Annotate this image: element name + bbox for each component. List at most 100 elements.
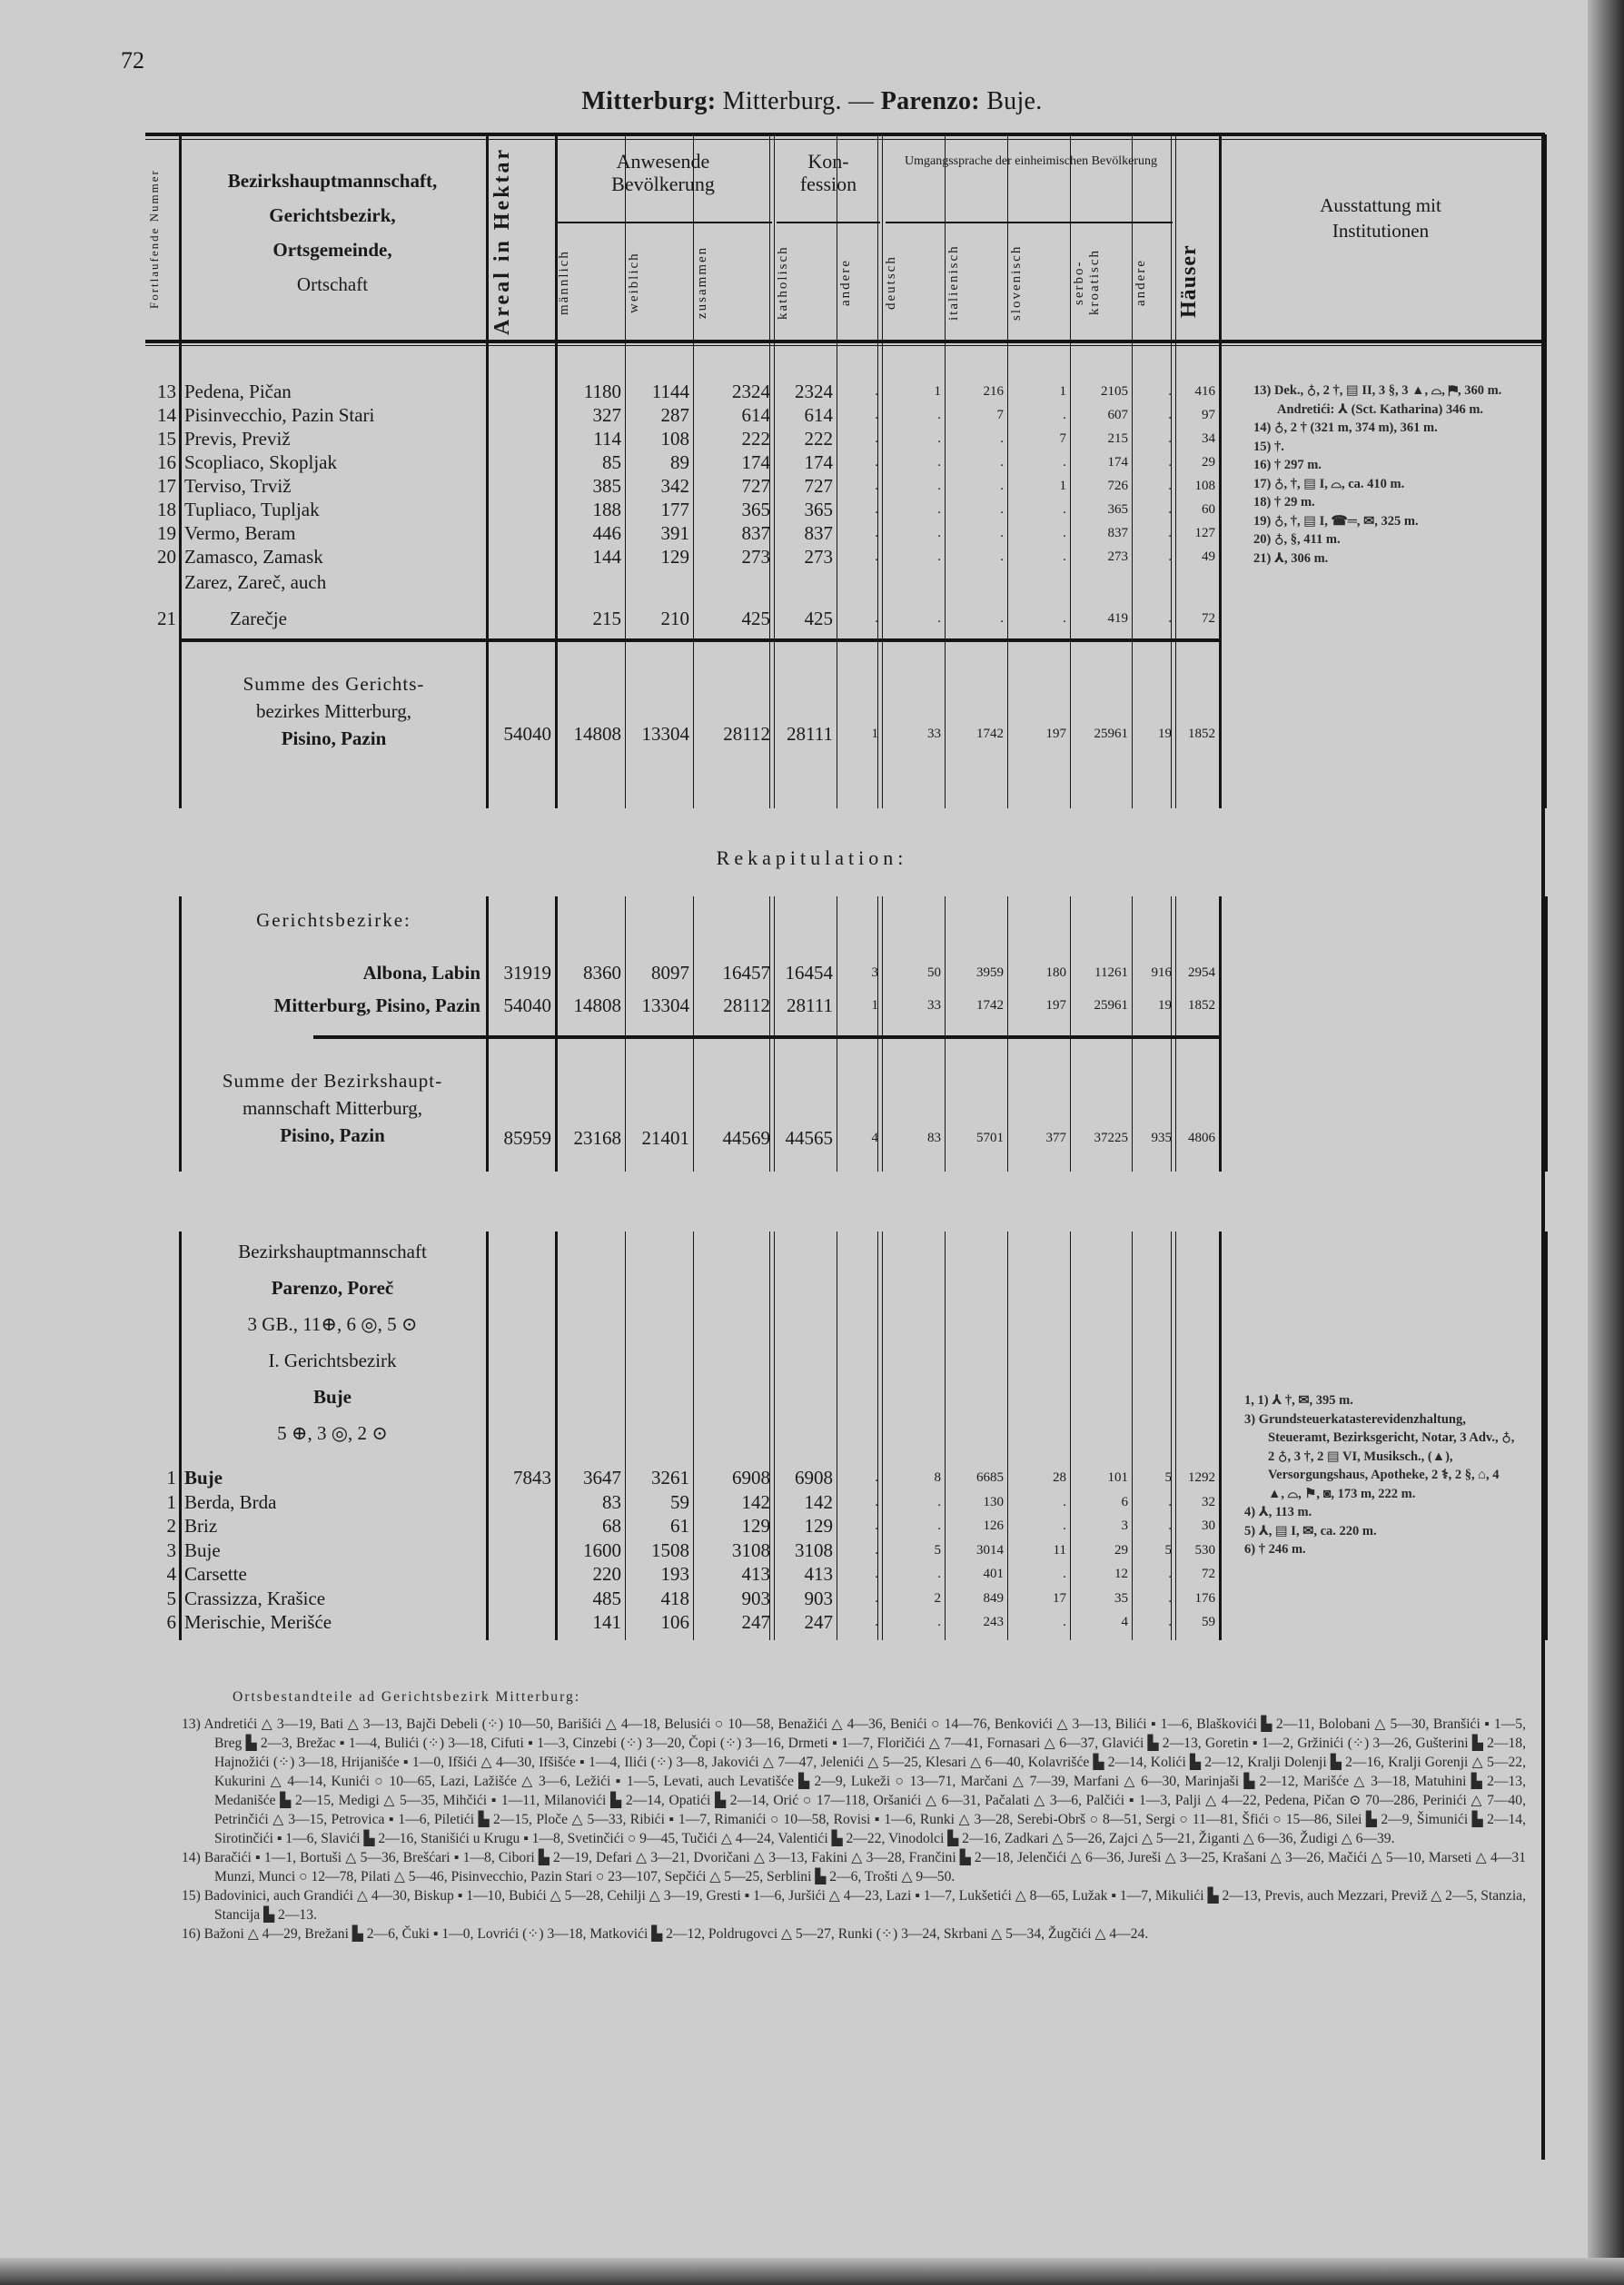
value-cell: .	[1063, 1615, 1066, 1629]
subheader-rule	[558, 222, 772, 223]
place-name: Scopliaco, Skopljak	[184, 451, 337, 473]
value-cell: .	[937, 549, 941, 564]
value-cell: 222	[804, 428, 834, 450]
value-cell: 247	[804, 1611, 834, 1633]
value-cell: 2324	[795, 381, 833, 402]
column-line	[555, 1232, 558, 1640]
header-bottom-rule	[145, 340, 1544, 343]
note-item: 21) ⅄, 306 m.	[1253, 550, 1329, 566]
value-cell: .	[1168, 611, 1172, 626]
row-number: 17	[157, 475, 176, 497]
value-cell: 4	[871, 1131, 879, 1145]
value-cell: 2954	[1188, 965, 1215, 980]
sum-label-line: Summe des Gerichts-	[243, 673, 425, 695]
table-row: 21 Zarez, Zareč, auch Zarečje 215 210 425 425.…	[0, 571, 1624, 630]
value-cell: 413	[804, 1563, 834, 1585]
place-name: Albona, Labin	[362, 962, 480, 984]
value-cell: .	[937, 479, 941, 493]
column-line	[774, 896, 775, 1172]
value-cell: 174	[741, 451, 771, 473]
value-cell: .	[1168, 1615, 1172, 1629]
value-cell: 273	[804, 546, 834, 568]
value-cell: 220	[592, 1563, 622, 1585]
value-cell: 59	[670, 1490, 689, 1513]
column-line	[877, 896, 878, 1172]
value-cell: 142	[804, 1490, 834, 1513]
value-cell: 89	[670, 451, 689, 473]
note-item: 15) †.	[1253, 439, 1284, 454]
place-name: Pisinvecchio, Pazin Stari	[184, 404, 375, 426]
sum-label-line: Pisino, Pazin	[280, 1124, 385, 1146]
value-cell: 28112	[723, 723, 770, 745]
value-cell: .	[1063, 1567, 1066, 1581]
value-cell: 129	[741, 1515, 771, 1537]
value-cell: 1	[871, 998, 879, 1013]
value-cell: 2105	[1101, 384, 1128, 399]
value-cell: 28111	[787, 994, 833, 1016]
recap-sum-rule	[313, 1035, 1219, 1039]
table-row: 14 Pisinvecchio, Pazin Stari 327 287 614 614.…	[0, 403, 1624, 427]
value-cell: 54040	[503, 994, 552, 1016]
value-cell: 413	[741, 1563, 771, 1585]
place-name: Previs, Previž	[184, 428, 291, 450]
header-umgangssprache: Umgangssprache der einheimischen Bevölke…	[905, 154, 1157, 168]
value-cell: 17	[1053, 1590, 1066, 1606]
column-line	[882, 1232, 883, 1640]
value-cell: 216	[983, 384, 1005, 399]
column-line	[486, 896, 489, 1172]
value-cell: .	[1063, 526, 1066, 540]
value-cell: .	[1063, 549, 1066, 564]
value-cell: 446	[592, 522, 622, 544]
column-line	[774, 134, 775, 808]
value-cell: .	[1000, 549, 1004, 564]
subheader-katholisch: katholisch	[776, 245, 790, 320]
value-cell: 29	[1202, 455, 1215, 470]
subheader-andere: andere	[838, 259, 853, 306]
column-line	[693, 134, 694, 808]
column-line	[625, 134, 626, 808]
value-cell: 54040	[503, 723, 552, 745]
value-cell: .	[875, 502, 878, 517]
note-item: 5) ⅄, ▤ I, ✉, ca. 220 m.	[1244, 1523, 1377, 1538]
column-line	[882, 134, 883, 808]
subheader-deutsch: deutsch	[884, 255, 898, 310]
column-line	[877, 1232, 878, 1640]
value-cell: 837	[741, 522, 771, 544]
value-cell: .	[1168, 408, 1172, 422]
value-cell: 2324	[732, 381, 770, 402]
value-cell: 19	[1158, 727, 1172, 741]
column-line	[945, 1232, 946, 1640]
value-cell: 903	[804, 1587, 834, 1609]
value-cell: 23168	[573, 1127, 622, 1149]
value-cell: 13304	[641, 994, 690, 1016]
column-line	[1132, 896, 1133, 1172]
subheader-slovenisch: slovenisch	[1009, 244, 1024, 321]
value-cell: 68	[602, 1515, 621, 1537]
table-row: 15 Previs, Previž 114 108 222 222... 7 215. 34	[0, 427, 1624, 450]
value-cell: 28	[1053, 1470, 1066, 1485]
value-cell: 385	[592, 475, 622, 497]
heading-line: I. Gerichtsbezirk	[268, 1350, 397, 1371]
table-row: 3 Buje 1600 1508 3108 3108. 5 3014 11 29 5 530	[0, 1538, 1624, 1562]
table-row: 19 Vermo, Beram 446 391 837 837.... 837. 127	[0, 521, 1624, 545]
column-line	[945, 134, 946, 808]
place-name: Vermo, Beram	[184, 522, 296, 544]
column-line	[877, 134, 878, 808]
note-item: 17) ♁, †, ▤ I, ⌓, ca. 410 m.	[1253, 476, 1405, 491]
value-cell: 21401	[641, 1127, 690, 1149]
column-line	[1007, 134, 1008, 808]
value-cell: 247	[741, 1611, 771, 1633]
value-cell: 129	[660, 546, 690, 568]
row-number: 21	[157, 608, 176, 629]
value-cell: 210	[660, 608, 690, 629]
column-line	[625, 1232, 626, 1640]
heading-line: 5 ⊕, 3 ◎, 2 ⊙	[277, 1422, 388, 1444]
place-name: Mitterburg, Pisino, Pazin	[273, 994, 480, 1016]
note-item: 6) † 246 m.	[1244, 1542, 1306, 1557]
sum-label-line: mannschaft Mitterburg,	[243, 1097, 422, 1119]
ausstattung-mitterburg: 13) Dek., ♁, 2 †, ▤ II, 3 §, 3 ▲, ⌓, ⚑, …	[1253, 381, 1517, 568]
page-title: Mitterburg: Mitterburg. — Parenzo: Buje.	[0, 87, 1624, 116]
value-cell: .	[1063, 502, 1066, 517]
value-cell: 11	[1053, 1542, 1066, 1558]
value-cell: 342	[660, 475, 690, 497]
